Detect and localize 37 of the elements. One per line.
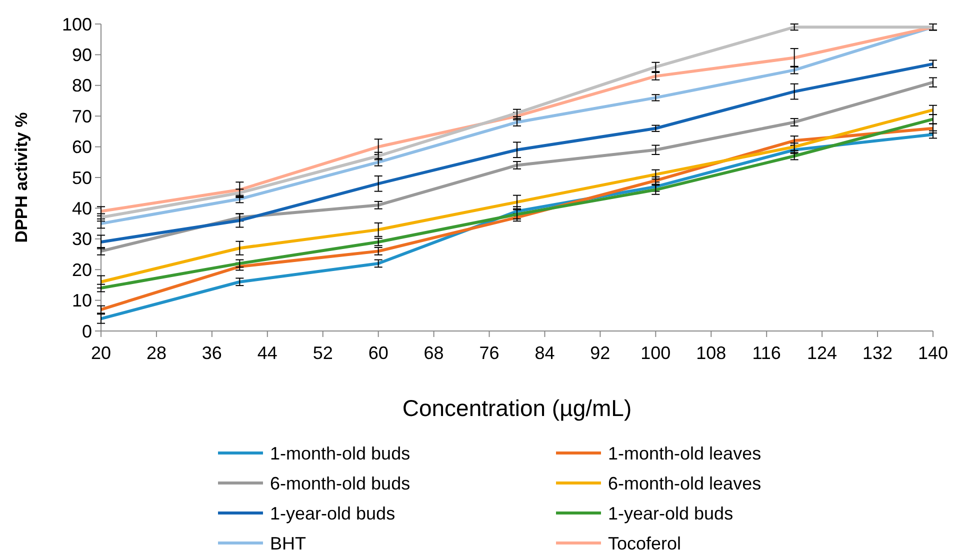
legend-label: 6-month-old buds (270, 473, 410, 494)
x-tick-label: 52 (312, 343, 333, 363)
legend-label: 1-month-old leaves (608, 443, 762, 464)
y-tick-label: 0 (82, 321, 92, 342)
x-tick-label: 60 (368, 343, 388, 363)
y-tick-label: 70 (72, 106, 92, 126)
legend-label: Tocoferol (608, 533, 682, 553)
legend-label: 1-year-old buds (270, 503, 396, 524)
x-tick-label: 68 (424, 343, 444, 363)
y-tick-label: 80 (72, 76, 92, 96)
y-tick-label: 30 (72, 229, 92, 250)
x-tick-label: 36 (202, 343, 222, 363)
x-tick-label: 84 (534, 343, 555, 363)
y-tick-label: 60 (72, 137, 92, 158)
x-tick-label: 92 (590, 343, 610, 363)
x-tick-label: 28 (146, 343, 166, 363)
x-axis-title: Concentration (µg/mL) (402, 395, 632, 421)
x-tick-label: 100 (640, 343, 671, 363)
legend-label: BHT (270, 533, 306, 553)
y-axis-title: DPPH activity % (12, 112, 31, 243)
x-tick-label: 76 (479, 343, 500, 363)
x-tick-label: 124 (807, 343, 838, 363)
x-tick-label: 132 (862, 343, 893, 363)
x-tick-label: 44 (257, 343, 278, 363)
y-tick-label: 90 (72, 45, 92, 65)
y-tick-label: 100 (62, 14, 92, 34)
y-tick-label: 10 (72, 290, 92, 311)
x-tick-label: 108 (696, 343, 726, 363)
x-tick-label: 116 (752, 343, 781, 363)
y-tick-label: 20 (72, 260, 92, 280)
x-tick-label: 20 (90, 343, 112, 363)
legend-label: 1-month-old buds (270, 443, 410, 464)
y-tick-label: 50 (72, 168, 92, 188)
y-tick-label: 40 (72, 198, 92, 218)
legend-label: 6-month-old leaves (608, 473, 762, 494)
x-tick-label: 140 (918, 343, 948, 363)
legend-label: 1-year-old buds (608, 503, 734, 524)
